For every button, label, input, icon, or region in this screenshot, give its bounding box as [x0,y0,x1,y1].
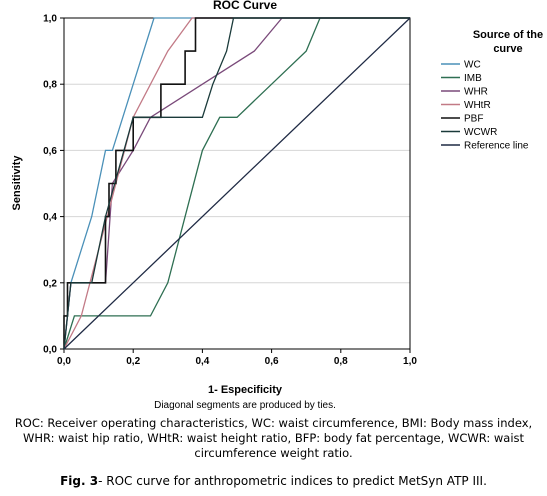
legend-label-reference-line: Reference line [464,141,529,152]
figure-label: Fig. 3 [60,474,99,488]
chart-title: ROC Curve [213,0,277,12]
y-tick-label: 0,6 [43,146,57,157]
legend-label-whtr: WHtR [464,100,491,111]
y-axis-title: Sensitivity [11,155,23,211]
roc-curve-reference-line [63,17,411,350]
legend-label-pbf: PBF [464,114,483,125]
y-tick-label: 0,8 [43,80,57,91]
x-tick-label: 0,8 [334,356,348,367]
roc-chart: ROC Curve 0,0 0,2 0,4 0,6 0,8 1,0 0,00,20,40,… [11,0,543,411]
x-tick-label: 0,4 [195,356,209,367]
x-tick-label: 0,2 [126,356,140,367]
ties-note: Diagonal segments are produced by ties. [154,400,336,411]
roc-curve-imb [63,17,410,350]
y-tick-label: 0,0 [43,345,57,356]
x-tick-label: 0,0 [57,356,71,367]
y-axis-ticks: 0,0 0,2 0,4 0,6 0,8 1,0 [43,14,64,356]
x-axis-title: 1- Especificity [208,384,283,396]
y-tick-label: 1,0 [43,14,57,25]
legend-title-line-2: curve [493,43,522,55]
roc-curve-wcwr [63,17,410,350]
legend-label-imb: IMB [464,73,482,84]
x-tick-label: 1,0 [403,356,417,367]
figure-caption: Fig. 3- ROC curve for anthropometric ind… [0,474,547,488]
legend-title-line-1: Source of the [473,29,543,41]
figure-caption-abbreviations: ROC: Receiver operating characteristics,… [14,416,533,460]
legend-label-wcwr: WCWR [464,127,497,138]
legend-label-wc: WC [464,60,481,71]
roc-curve-pbf [63,17,410,349]
y-tick-label: 0,2 [43,278,57,289]
x-tick-label: 0,6 [265,356,279,367]
figure-caption-text: - ROC curve for anthropometric indices t… [98,474,487,488]
legend-label-whr: WHR [464,87,488,98]
x-axis-ticks: 0,0 0,2 0,4 0,6 0,8 1,0 [57,349,417,367]
y-tick-label: 0,4 [43,212,57,223]
roc-curves [63,17,411,350]
legend: WC IMB WHR WHtR PBF WCWR Reference line [441,60,529,152]
